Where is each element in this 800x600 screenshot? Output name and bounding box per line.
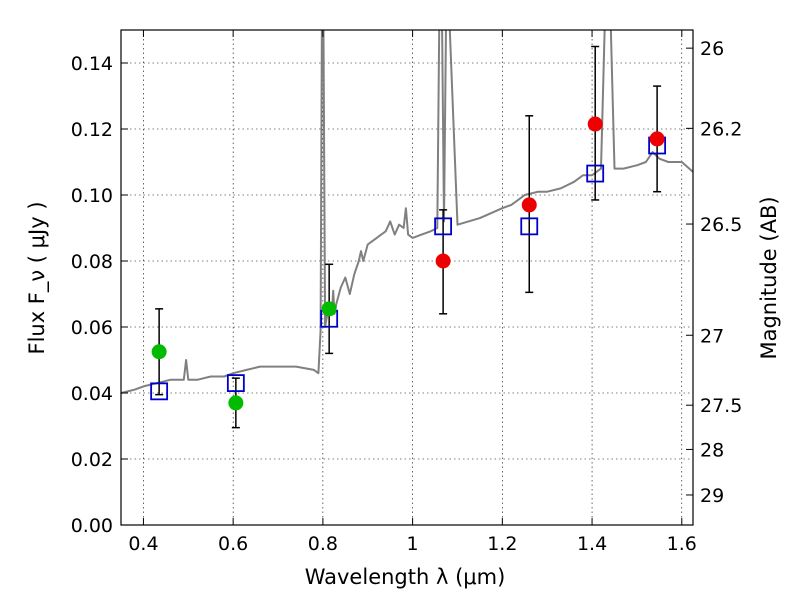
magnitude-tick-label: 26.5 (700, 214, 742, 236)
model-spectrum-line (121, 30, 693, 394)
y-tick-label: 0.10 (71, 185, 113, 207)
nir-point (435, 253, 451, 269)
y-tick-label: 0.02 (71, 449, 113, 471)
y-axis-label-left: Flux F_ν ( μJy ) (25, 201, 50, 354)
y-axis-label-right: Magnitude (AB) (757, 196, 781, 359)
magnitude-tick-label: 26 (700, 38, 724, 60)
y-tick-label: 0.04 (71, 383, 113, 405)
model-band-square (150, 382, 169, 401)
x-tick-label: 1 (407, 533, 419, 555)
model-band-square (434, 217, 453, 236)
grid (121, 30, 693, 526)
x-tick-label: 1.2 (487, 533, 517, 555)
nir-point (521, 197, 537, 213)
magnitude-tick-label: 26.2 (700, 118, 742, 140)
y-tick-label: 0.06 (71, 317, 113, 339)
magnitude-tick-label: 29 (700, 485, 724, 507)
x-tick-label: 1.4 (577, 533, 607, 555)
x-tick-label: 0.4 (128, 533, 158, 555)
optical-point (151, 344, 167, 360)
x-axis-label: Wavelength λ (μm) (305, 565, 506, 589)
y-tick-label: 0.00 (71, 515, 113, 537)
y-tick-label: 0.12 (71, 119, 113, 141)
x-tick-label: 0.8 (308, 533, 338, 555)
plot-area (121, 30, 693, 429)
nir-point (587, 116, 603, 132)
x-tick-label: 0.6 (218, 533, 248, 555)
model-band-square (520, 217, 539, 236)
magnitude-tick-label: 27.5 (700, 395, 742, 417)
magnitude-tick-label: 27 (700, 325, 724, 347)
magnitude-tick-label: 28 (700, 439, 724, 461)
optical-point (228, 395, 244, 411)
model-band-square (226, 374, 245, 393)
model-band-square (586, 164, 605, 183)
y-tick-label: 0.14 (71, 53, 113, 75)
optical-point (321, 301, 337, 317)
plot-frame (120, 29, 694, 526)
nir-point (649, 131, 665, 147)
axes: 0.4 0.6 0.8 1 1.2 1.4 1.6 0.00 0.02 0.04 0.06 0.08 0… (71, 30, 742, 555)
y-tick-label: 0.08 (71, 251, 113, 273)
x-tick-label: 1.6 (667, 533, 697, 555)
